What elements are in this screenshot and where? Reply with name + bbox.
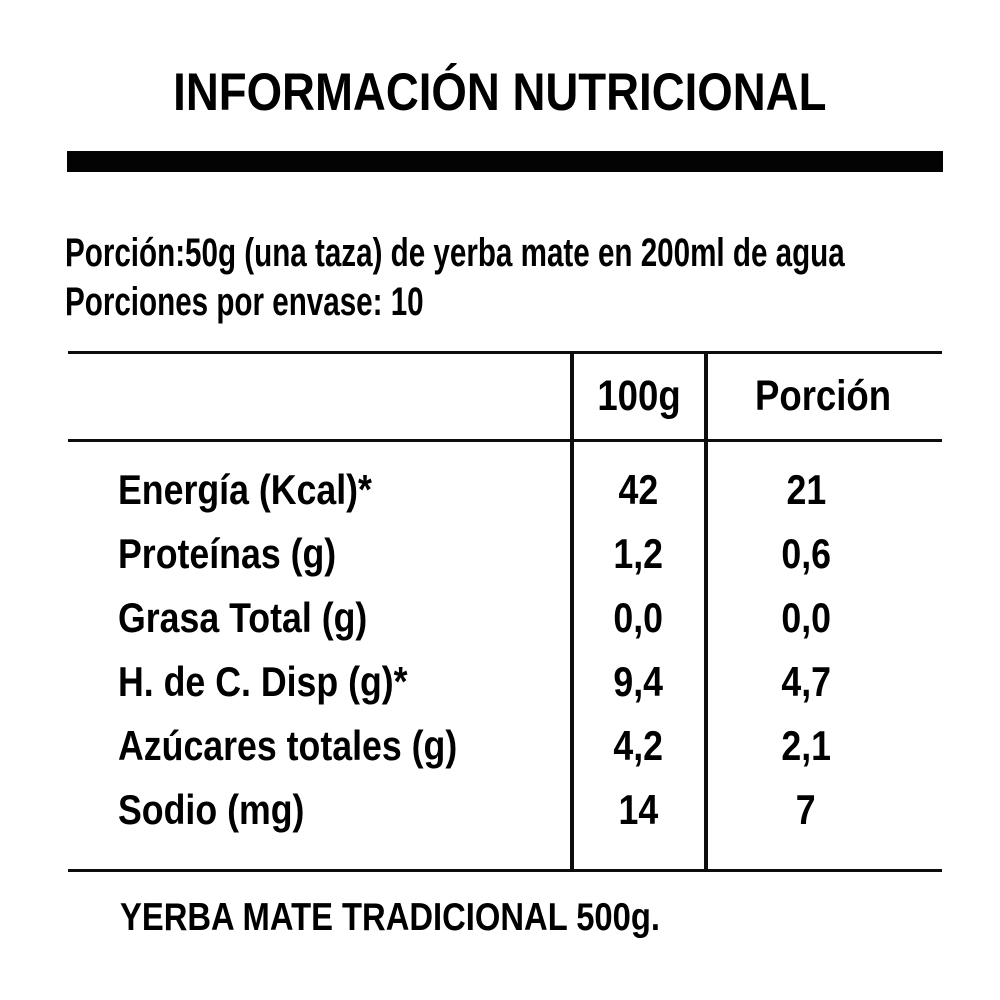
value-per-portion: 0,0 <box>781 594 831 641</box>
label-title: INFORMACIÓN NUTRICIONAL <box>0 64 1000 122</box>
table-row: Proteínas (g) 1,2 0,6 <box>68 522 942 586</box>
table-vertical-rule-left <box>570 351 574 872</box>
value-per-portion: 7 <box>796 786 816 833</box>
table-row: Grasa Total (g) 0,0 0,0 <box>68 586 942 650</box>
label-title-text: INFORMACIÓN NUTRICIONAL <box>173 63 827 122</box>
table-vertical-rule-right <box>704 351 708 872</box>
nutrient-label: Azúcares totales (g) <box>118 722 458 769</box>
column-header-portion: Porción <box>754 372 892 420</box>
table-row: H. de C. Disp (g)* 9,4 4,7 <box>68 650 942 714</box>
table-row: Energía (Kcal)* 42 21 <box>68 458 942 522</box>
servings-per-container-line: Porciones por envase: 10 <box>65 280 424 324</box>
column-header-100g: 100g <box>597 372 681 420</box>
value-per-100g: 42 <box>618 466 658 513</box>
table-bottom-rule <box>68 869 942 872</box>
table-header-bottom-rule <box>68 439 942 442</box>
value-per-portion: 2,1 <box>781 722 831 769</box>
value-per-100g: 1,2 <box>613 530 663 577</box>
value-per-100g: 9,4 <box>613 658 663 705</box>
nutrient-label: H. de C. Disp (g)* <box>118 658 408 705</box>
nutrient-label: Grasa Total (g) <box>118 594 368 641</box>
table-top-rule <box>68 351 942 354</box>
product-name: YERBA MATE TRADICIONAL 500g. <box>120 896 660 939</box>
nutrient-table-body: Energía (Kcal)* 42 21 Proteínas (g) 1,2 … <box>68 442 942 842</box>
value-per-portion: 21 <box>786 466 826 513</box>
serving-size-line: Porción:50g (una taza) de yerba mate en … <box>65 231 845 275</box>
nutrient-label: Proteínas (g) <box>118 530 337 577</box>
title-divider-bar <box>67 151 943 172</box>
serving-info: Porción:50g (una taza) de yerba mate en … <box>65 229 1000 327</box>
nutrient-label: Sodio (mg) <box>118 786 305 833</box>
table-row: Sodio (mg) 14 7 <box>68 778 942 842</box>
value-per-100g: 14 <box>618 786 658 833</box>
value-per-100g: 0,0 <box>613 594 663 641</box>
value-per-portion: 4,7 <box>781 658 831 705</box>
table-row: Azúcares totales (g) 4,2 2,1 <box>68 714 942 778</box>
value-per-portion: 0,6 <box>781 530 831 577</box>
nutrient-label: Energía (Kcal)* <box>118 466 372 513</box>
value-per-100g: 4,2 <box>613 722 663 769</box>
